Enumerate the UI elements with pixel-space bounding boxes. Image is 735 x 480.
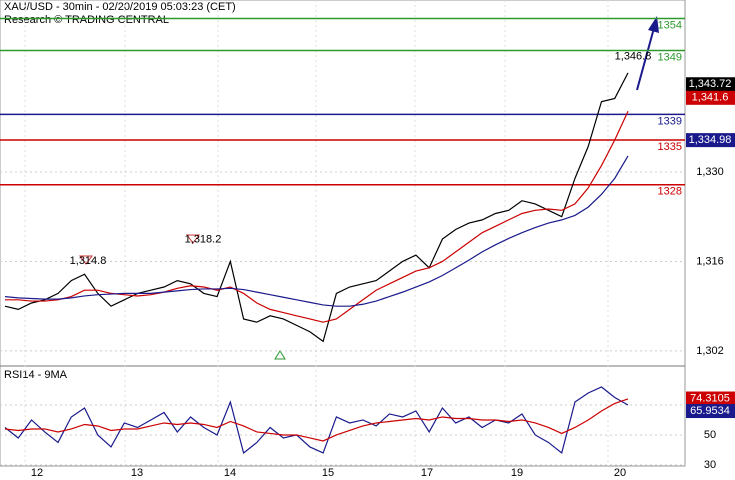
x-tick-label: 15 [322,467,334,479]
marker-down [186,234,200,244]
marker-up [274,350,286,360]
y-tick-label: 1,330 [696,166,724,178]
x-tick-label: 20 [614,467,626,479]
level-label: 1328 [658,186,682,198]
x-tick-label: 19 [511,467,523,479]
series-line [4,386,629,454]
y-tick-label: 30 [704,459,716,471]
value-box [686,391,735,406]
series-line [4,72,629,343]
series-line [4,398,629,442]
y-tick-label: 1,316 [696,255,724,267]
x-tick-label: 13 [131,467,143,479]
series-line [5,110,629,323]
level-label: 1335 [658,141,682,153]
value-box-label: 1,341.6 [692,92,729,104]
value-box-label: 1,343.72 [689,78,732,90]
y-tick-label: 1,302 [696,345,724,357]
annotation: 1,318.2 [185,233,222,245]
annotation: 1,314.8 [70,255,107,267]
value-box-label: 74.3105 [690,392,730,404]
value-box [686,404,735,419]
y-tick-label: 50 [704,429,716,441]
arrow-head [648,16,659,33]
annotation: 1,346.8 [615,50,652,62]
chart-subtitle: Research © TRADING CENTRAL [4,14,169,26]
x-tick-label: 12 [31,467,43,479]
rsi-title: RSI14 - 9MA [4,369,68,381]
level-label: 1349 [658,51,682,63]
series-line [4,155,629,307]
level-label: 1354 [658,19,682,31]
x-tick-label: 14 [224,467,236,479]
forecast-arrow [636,27,655,91]
plot-frame [0,0,686,467]
value-box-label: 65.9534 [690,405,730,417]
x-tick-label: 17 [421,467,433,479]
marker-down [79,255,93,265]
level-label: 1339 [658,115,682,127]
value-box [686,90,735,105]
value-box [686,133,735,148]
value-box-label: 1,334.98 [689,134,732,146]
value-box [686,77,735,92]
chart-title: XAU/USD - 30min - 02/20/2019 05:03:23 (C… [4,1,236,13]
